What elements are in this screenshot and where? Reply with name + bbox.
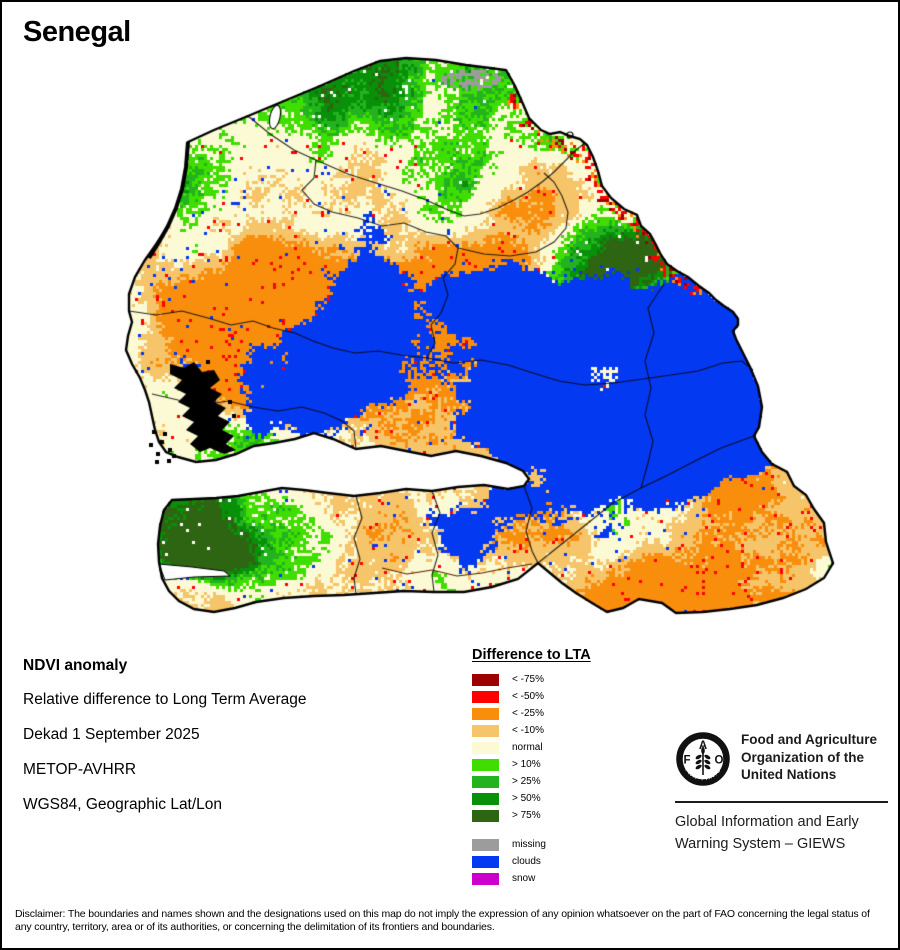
legend-label: snow bbox=[512, 873, 536, 884]
legend-label: > 50% bbox=[512, 793, 541, 804]
info-line-product: Relative difference to Long Term Average bbox=[23, 691, 307, 708]
senegal-ndvi-raster-map bbox=[2, 2, 898, 647]
legend-swatch bbox=[472, 809, 499, 822]
legend-label: < -50% bbox=[512, 691, 544, 702]
legend-title: Difference to LTA bbox=[472, 647, 591, 663]
legend-swatch bbox=[472, 724, 499, 737]
org-line: United Nations bbox=[741, 767, 837, 782]
disclaimer-text: Disclaimer: The boundaries and names sho… bbox=[15, 908, 870, 933]
legend-row: > 50% bbox=[472, 790, 591, 807]
legend-row: < -50% bbox=[472, 688, 591, 705]
legend-swatch bbox=[472, 690, 499, 703]
legend-row: snow bbox=[472, 870, 591, 887]
legend-row: normal bbox=[472, 739, 591, 756]
legend-row: clouds bbox=[472, 853, 591, 870]
legend-label: > 25% bbox=[512, 776, 541, 787]
legend-row: < -25% bbox=[472, 705, 591, 722]
map-info-block: NDVI anomaly Relative difference to Long… bbox=[23, 657, 307, 831]
legend-label: > 10% bbox=[512, 759, 541, 770]
legend-label: < -10% bbox=[512, 725, 544, 736]
fao-org-name: Food and Agriculture Organization of the… bbox=[741, 731, 877, 784]
legend-label: clouds bbox=[512, 856, 541, 867]
legend-swatch bbox=[472, 758, 499, 771]
wheat-ear-icon bbox=[695, 746, 711, 775]
footer-divider bbox=[675, 801, 888, 803]
legend-row: > 10% bbox=[472, 756, 591, 773]
org-line: Organization of the bbox=[741, 749, 864, 765]
org-line: Food and Agriculture bbox=[741, 732, 877, 747]
fao-logo: F A O FIAT PANIS bbox=[676, 732, 730, 786]
legend-swatch bbox=[472, 872, 499, 885]
giews-line: Warning System – GIEWS bbox=[675, 835, 846, 852]
legend-row: < -10% bbox=[472, 722, 591, 739]
legend-row: > 75% bbox=[472, 807, 591, 824]
fao-letter-a: A bbox=[699, 740, 707, 752]
legend-swatch bbox=[472, 855, 499, 868]
legend-classes: < -75% < -50% < -25% < -10% normal > 10% > 25%… bbox=[472, 671, 591, 824]
page-title: Senegal bbox=[23, 16, 131, 48]
fao-letter-f: F bbox=[683, 755, 690, 767]
legend-label: < -25% bbox=[512, 708, 544, 719]
fao-letter-o: O bbox=[715, 755, 724, 767]
legend-swatch bbox=[472, 792, 499, 805]
legend-label: > 75% bbox=[512, 810, 541, 821]
legend-row: > 25% bbox=[472, 773, 591, 790]
legend: Difference to LTA < -75% < -50% < -25% < -1… bbox=[472, 647, 591, 887]
legend-swatch bbox=[472, 838, 499, 851]
legend-row: missing bbox=[472, 836, 591, 853]
legend-label: < -75% bbox=[512, 674, 544, 685]
giews-line: Global Information and Early bbox=[675, 814, 859, 830]
info-line-sensor: METOP-AVHRR bbox=[23, 761, 137, 778]
legend-swatch bbox=[472, 775, 499, 788]
legend-row: < -75% bbox=[472, 671, 591, 688]
info-line-dekad: Dekad 1 September 2025 bbox=[23, 726, 200, 743]
legend-swatch bbox=[472, 707, 499, 720]
giews-name: Global Information and Early Warning Sys… bbox=[675, 812, 859, 855]
legend-swatch bbox=[472, 673, 499, 686]
info-line-projection: WGS84, Geographic Lat/Lon bbox=[23, 796, 223, 813]
legend-swatch bbox=[472, 741, 499, 754]
info-heading: NDVI anomaly bbox=[23, 657, 128, 674]
legend-label: missing bbox=[512, 839, 546, 850]
legend-extra-classes: missing clouds snow bbox=[472, 836, 591, 887]
legend-label: normal bbox=[512, 742, 543, 753]
